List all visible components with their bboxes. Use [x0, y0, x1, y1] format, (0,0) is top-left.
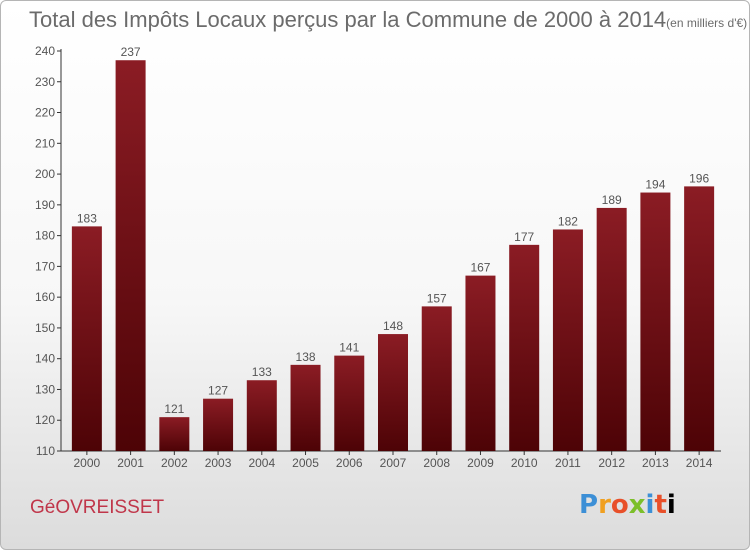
y-tick-label: 190 [35, 198, 55, 212]
y-tick-label: 220 [35, 106, 55, 120]
data-label: 196 [689, 171, 709, 185]
x-tick-label: 2009 [467, 456, 494, 470]
x-tick-label: 2007 [380, 456, 407, 470]
bar [115, 60, 146, 451]
x-tick-label: 2008 [423, 456, 450, 470]
y-tick-label: 120 [35, 413, 55, 427]
data-label: 141 [339, 341, 359, 355]
data-label: 133 [252, 365, 272, 379]
bar [421, 306, 452, 451]
data-label: 148 [383, 319, 403, 333]
bar [246, 380, 277, 451]
chart-labels: 2000 183 2001 237 2002 121 2003 127 2004 133 2005 1… [74, 45, 713, 470]
logo-letter: t [654, 490, 667, 520]
bar [465, 275, 496, 451]
data-label: 182 [558, 214, 578, 228]
bar [290, 364, 321, 451]
x-tick-label: 2012 [598, 456, 625, 470]
x-tick-label: 2001 [117, 456, 144, 470]
chart-title-text: Total des Impôts Locaux perçus par la Co… [29, 7, 667, 32]
commune-name: GéOVREISSET [30, 497, 165, 518]
data-label: 121 [164, 402, 184, 416]
bar [203, 398, 234, 451]
y-tick-label: 230 [35, 75, 55, 89]
y-tick-label: 210 [35, 136, 55, 150]
bar [159, 417, 190, 451]
x-tick-label: 2004 [248, 456, 275, 470]
x-tick-label: 2011 [555, 456, 581, 470]
proxiti-logo: Proxiti [579, 490, 676, 520]
chart-axes: 110 120 130 140 150 160 170 180 190 200 210 220 230 2… [35, 44, 721, 458]
y-tick-label: 240 [35, 44, 55, 58]
chart-title: Total des Impôts Locaux perçus par la Co… [29, 7, 747, 33]
bar [552, 229, 583, 451]
bar [509, 244, 540, 451]
x-tick-label: 2002 [161, 456, 188, 470]
bar [334, 355, 365, 451]
x-tick-label: 2014 [686, 456, 713, 470]
y-tick-label: 110 [36, 444, 55, 458]
y-tick-label: 170 [35, 259, 55, 273]
y-tick-label: 130 [35, 382, 55, 396]
y-tick-label: 140 [35, 352, 55, 366]
x-tick-label: 2006 [336, 456, 363, 470]
chart-bars [71, 60, 715, 452]
data-label: 157 [427, 291, 447, 305]
data-label: 194 [645, 178, 665, 192]
bar [640, 192, 671, 452]
data-label: 138 [296, 350, 316, 364]
data-label: 167 [470, 261, 490, 275]
y-tick-label: 180 [35, 229, 55, 243]
logo-letter: i [645, 490, 655, 520]
logo-letter: r [598, 490, 611, 520]
bar [596, 207, 627, 451]
data-label: 237 [121, 45, 141, 59]
x-tick-label: 2013 [642, 456, 669, 470]
logo-letter: o [610, 490, 629, 520]
logo-letter: x [628, 490, 646, 520]
logo-letter: i [666, 490, 676, 520]
data-label: 183 [77, 211, 97, 225]
y-tick-label: 150 [35, 321, 55, 335]
data-label: 127 [208, 384, 228, 398]
x-tick-label: 2000 [74, 456, 101, 470]
y-tick-label: 200 [35, 167, 55, 181]
x-tick-label: 2003 [205, 456, 232, 470]
chart-unit: (en milliers d'€) [666, 16, 748, 30]
bar [71, 226, 102, 451]
bar [378, 334, 408, 451]
bar [684, 186, 715, 451]
logo-letter: P [579, 490, 599, 520]
data-label: 177 [514, 230, 534, 244]
y-tick-label: 160 [35, 290, 55, 304]
x-tick-label: 2005 [292, 456, 319, 470]
x-tick-label: 2010 [511, 456, 538, 470]
data-label: 189 [602, 193, 622, 207]
